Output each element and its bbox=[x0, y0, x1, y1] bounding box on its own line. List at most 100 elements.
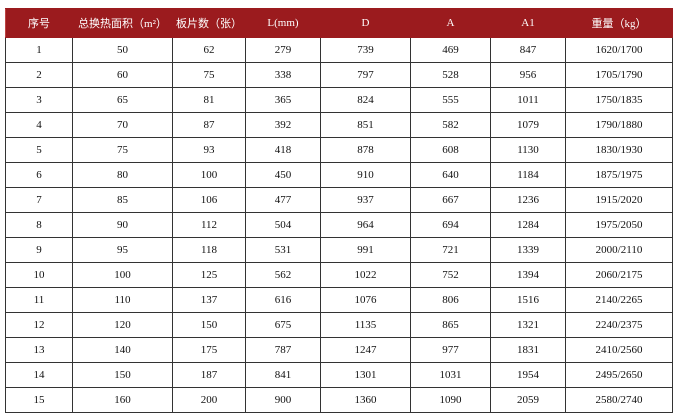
table-cell: 110 bbox=[72, 287, 173, 313]
table-cell: 62 bbox=[172, 37, 246, 63]
table-container: 序号 总换热面积（m²） 板片数（张） L(mm) D A A1 重量（kg） 1 50 62 27… bbox=[5, 8, 673, 413]
table-cell: 977 bbox=[410, 337, 491, 363]
table-cell: 562 bbox=[245, 262, 321, 288]
header-cell: A bbox=[410, 8, 491, 38]
table-cell: 1705/1790 bbox=[565, 62, 673, 88]
table-cell: 1090 bbox=[410, 387, 491, 413]
table-row: 2 60 75 338 797 528 956 1705/1790 bbox=[5, 62, 673, 88]
table-cell: 2495/2650 bbox=[565, 362, 673, 388]
table-cell: 2 bbox=[5, 62, 73, 88]
table-row: 12 120 150 675 1135 865 1321 2240/2375 bbox=[5, 312, 673, 338]
table-cell: 450 bbox=[245, 162, 321, 188]
header-row: 序号 总换热面积（m²） 板片数（张） L(mm) D A A1 重量（kg） bbox=[5, 8, 673, 38]
table-cell: 13 bbox=[5, 337, 73, 363]
table-cell: 1076 bbox=[320, 287, 411, 313]
table-cell: 824 bbox=[320, 87, 411, 113]
table-cell: 1022 bbox=[320, 262, 411, 288]
table-cell: 106 bbox=[172, 187, 246, 213]
table-cell: 555 bbox=[410, 87, 491, 113]
table-cell: 900 bbox=[245, 387, 321, 413]
table-cell: 125 bbox=[172, 262, 246, 288]
table-cell: 75 bbox=[72, 137, 173, 163]
table-cell: 418 bbox=[245, 137, 321, 163]
table-cell: 531 bbox=[245, 237, 321, 263]
table-cell: 120 bbox=[72, 312, 173, 338]
table-cell: 85 bbox=[72, 187, 173, 213]
table-cell: 140 bbox=[72, 337, 173, 363]
table-cell: 95 bbox=[72, 237, 173, 263]
table-cell: 1130 bbox=[490, 137, 566, 163]
header-cell: 总换热面积（m²） bbox=[72, 8, 173, 38]
table-row: 14 150 187 841 1301 1031 1954 2495/2650 bbox=[5, 362, 673, 388]
table-cell: 1620/1700 bbox=[565, 37, 673, 63]
table-cell: 80 bbox=[72, 162, 173, 188]
table-cell: 477 bbox=[245, 187, 321, 213]
header-cell: 板片数（张） bbox=[172, 8, 246, 38]
table-cell: 150 bbox=[72, 362, 173, 388]
table-row: 1 50 62 279 739 469 847 1620/1700 bbox=[5, 37, 673, 63]
table-cell: 1236 bbox=[490, 187, 566, 213]
table-row: 8 90 112 504 964 694 1284 1975/2050 bbox=[5, 212, 673, 238]
table-cell: 1750/1835 bbox=[565, 87, 673, 113]
table-row: 9 95 118 531 991 721 1339 2000/2110 bbox=[5, 237, 673, 263]
table-cell: 797 bbox=[320, 62, 411, 88]
table-cell: 865 bbox=[410, 312, 491, 338]
table-row: 15 160 200 900 1360 1090 2059 2580/2740 bbox=[5, 387, 673, 413]
table-row: 5 75 93 418 878 608 1130 1830/1930 bbox=[5, 137, 673, 163]
table-cell: 1184 bbox=[490, 162, 566, 188]
table-cell: 1321 bbox=[490, 312, 566, 338]
table-body: 1 50 62 279 739 469 847 1620/1700 2 60 75 338 797 528… bbox=[5, 37, 673, 413]
header-cell: 重量（kg） bbox=[565, 8, 673, 38]
table-cell: 70 bbox=[72, 112, 173, 138]
table-row: 13 140 175 787 1247 977 1831 2410/2560 bbox=[5, 337, 673, 363]
table-cell: 1079 bbox=[490, 112, 566, 138]
table-cell: 1360 bbox=[320, 387, 411, 413]
table-cell: 60 bbox=[72, 62, 173, 88]
table-cell: 721 bbox=[410, 237, 491, 263]
table-cell: 851 bbox=[320, 112, 411, 138]
header-cell: L(mm) bbox=[245, 8, 321, 38]
table-cell: 279 bbox=[245, 37, 321, 63]
table-cell: 100 bbox=[172, 162, 246, 188]
table-cell: 2140/2265 bbox=[565, 287, 673, 313]
table-cell: 12 bbox=[5, 312, 73, 338]
table-cell: 2580/2740 bbox=[565, 387, 673, 413]
table-cell: 582 bbox=[410, 112, 491, 138]
table-cell: 75 bbox=[172, 62, 246, 88]
table-cell: 87 bbox=[172, 112, 246, 138]
table-row: 3 65 81 365 824 555 1011 1750/1835 bbox=[5, 87, 673, 113]
table-cell: 187 bbox=[172, 362, 246, 388]
table-cell: 150 bbox=[172, 312, 246, 338]
table-cell: 1790/1880 bbox=[565, 112, 673, 138]
table-cell: 841 bbox=[245, 362, 321, 388]
table-cell: 11 bbox=[5, 287, 73, 313]
table-cell: 1394 bbox=[490, 262, 566, 288]
table-cell: 365 bbox=[245, 87, 321, 113]
table-cell: 1301 bbox=[320, 362, 411, 388]
table-cell: 739 bbox=[320, 37, 411, 63]
table-cell: 3 bbox=[5, 87, 73, 113]
table-cell: 10 bbox=[5, 262, 73, 288]
table-cell: 504 bbox=[245, 212, 321, 238]
table-cell: 9 bbox=[5, 237, 73, 263]
table-row: 4 70 87 392 851 582 1079 1790/1880 bbox=[5, 112, 673, 138]
header-cell: 序号 bbox=[5, 8, 73, 38]
table-cell: 1 bbox=[5, 37, 73, 63]
table-cell: 528 bbox=[410, 62, 491, 88]
table-cell: 675 bbox=[245, 312, 321, 338]
table-cell: 200 bbox=[172, 387, 246, 413]
table-cell: 6 bbox=[5, 162, 73, 188]
table-cell: 469 bbox=[410, 37, 491, 63]
table-cell: 2060/2175 bbox=[565, 262, 673, 288]
table-cell: 1915/2020 bbox=[565, 187, 673, 213]
table-cell: 90 bbox=[72, 212, 173, 238]
table-cell: 14 bbox=[5, 362, 73, 388]
table-cell: 65 bbox=[72, 87, 173, 113]
table-cell: 694 bbox=[410, 212, 491, 238]
table-cell: 81 bbox=[172, 87, 246, 113]
table-cell: 1516 bbox=[490, 287, 566, 313]
table-cell: 2240/2375 bbox=[565, 312, 673, 338]
table-cell: 2059 bbox=[490, 387, 566, 413]
table-cell: 964 bbox=[320, 212, 411, 238]
